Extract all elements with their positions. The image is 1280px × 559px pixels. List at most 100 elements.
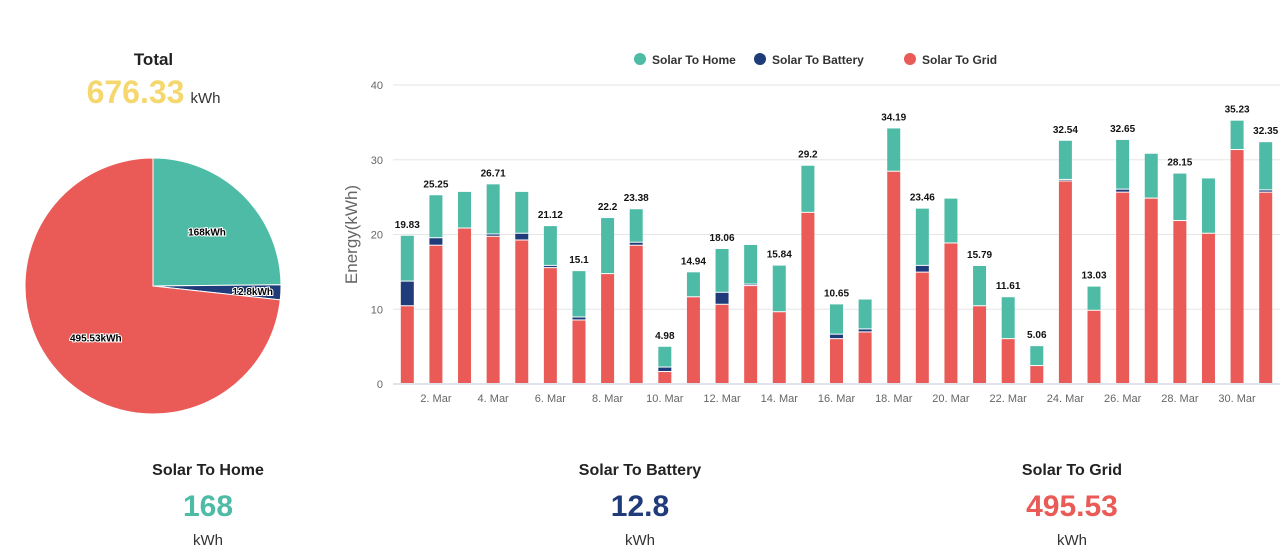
legend-label: Solar To Battery (772, 53, 864, 67)
bar-solar-to-grid-28-mar[interactable] (1173, 221, 1187, 383)
bar-solar-to-battery-6-mar[interactable] (543, 265, 557, 268)
bar-solar-to-home-17-mar[interactable] (858, 299, 872, 329)
bar-solar-to-grid-11-mar[interactable] (686, 297, 700, 383)
bar-total-label: 34.19 (881, 112, 906, 123)
pie-slice-solar-to-home[interactable] (152, 157, 282, 287)
bar-solar-to-battery-5-mar[interactable] (515, 233, 529, 240)
bar-total-label: 28.15 (1167, 158, 1192, 169)
legend-item-solar-to-home[interactable]: Solar To Home (634, 53, 736, 67)
bar-solar-to-home-25-mar[interactable] (1087, 286, 1101, 310)
bar-solar-to-home-18-mar[interactable] (887, 128, 901, 171)
bar-solar-to-home-2-mar[interactable] (429, 195, 443, 238)
bar-solar-to-grid-29-mar[interactable] (1201, 233, 1215, 383)
bar-solar-to-battery-16-mar[interactable] (830, 334, 843, 339)
bar-solar-to-grid-16-mar[interactable] (830, 339, 843, 383)
bar-solar-to-grid-14-mar[interactable] (772, 312, 786, 383)
bar-solar-to-grid-4-mar[interactable] (486, 236, 500, 383)
bar-solar-to-home-21-mar[interactable] (973, 265, 987, 306)
bar-total-label: 15.79 (967, 250, 992, 261)
bar-solar-to-home-12-mar[interactable] (715, 249, 729, 292)
bar-solar-to-home-19-mar[interactable] (915, 208, 929, 265)
bar-solar-to-home-5-mar[interactable] (515, 191, 529, 233)
bar-solar-to-home-14-mar[interactable] (772, 265, 786, 312)
bar-solar-to-grid-2-mar[interactable] (429, 245, 443, 383)
bar-solar-to-home-30-mar[interactable] (1230, 120, 1244, 150)
total-value: 676.33 (86, 74, 185, 110)
bar-solar-to-home-3-mar[interactable] (458, 191, 472, 228)
bar-solar-to-home-26-mar[interactable] (1116, 139, 1130, 189)
bar-solar-to-grid-18-mar[interactable] (887, 171, 901, 383)
x-tick-label: 10. Mar (646, 393, 684, 405)
bar-solar-to-home-11-mar[interactable] (686, 272, 700, 297)
bar-solar-to-home-28-mar[interactable] (1173, 173, 1187, 221)
stat-value: 495.53 (1026, 490, 1118, 523)
x-tick-label: 24. Mar (1047, 393, 1085, 405)
bar-solar-to-grid-1-mar[interactable] (400, 306, 414, 383)
bar-solar-to-battery-4-mar[interactable] (486, 234, 500, 236)
legend-dot (904, 53, 916, 65)
bar-solar-to-home-7-mar[interactable] (572, 271, 586, 317)
bar-solar-to-battery-17-mar[interactable] (858, 329, 872, 332)
y-tick-label: 0 (377, 379, 383, 391)
bar-solar-to-home-4-mar[interactable] (486, 184, 500, 234)
bar-solar-to-grid-31-mar[interactable] (1259, 192, 1273, 383)
pie-data-label: 168kWh (188, 227, 226, 238)
bar-solar-to-grid-5-mar[interactable] (515, 240, 529, 383)
bar-solar-to-home-20-mar[interactable] (944, 198, 958, 243)
bar-solar-to-grid-21-mar[interactable] (973, 306, 987, 383)
bar-solar-to-grid-26-mar[interactable] (1116, 192, 1130, 383)
bar-total-label: 14.94 (681, 256, 706, 267)
legend-item-solar-to-grid[interactable]: Solar To Grid (904, 53, 997, 67)
bar-solar-to-home-23-mar[interactable] (1030, 346, 1044, 366)
bar-solar-to-home-16-mar[interactable] (830, 304, 843, 334)
bar-solar-to-battery-12-mar[interactable] (715, 292, 729, 304)
bar-solar-to-grid-12-mar[interactable] (715, 304, 729, 383)
bar-solar-to-grid-6-mar[interactable] (543, 268, 557, 383)
bar-solar-to-home-15-mar[interactable] (801, 165, 815, 212)
bar-solar-to-battery-7-mar[interactable] (572, 317, 586, 320)
bar-total-label: 15.84 (767, 250, 792, 261)
bar-solar-to-battery-10-mar[interactable] (658, 367, 672, 372)
bar-solar-to-grid-24-mar[interactable] (1058, 181, 1072, 383)
bar-solar-to-grid-23-mar[interactable] (1030, 366, 1044, 383)
bar-solar-to-home-27-mar[interactable] (1144, 153, 1158, 198)
x-tick-label: 12. Mar (703, 393, 741, 405)
bar-solar-to-battery-2-mar[interactable] (429, 238, 443, 245)
bar-solar-to-grid-13-mar[interactable] (744, 286, 758, 383)
bar-solar-to-battery-31-mar[interactable] (1259, 190, 1273, 192)
pie-slice-solar-to-grid[interactable] (24, 157, 281, 415)
bar-solar-to-grid-7-mar[interactable] (572, 320, 586, 383)
bar-solar-to-grid-22-mar[interactable] (1001, 339, 1015, 383)
bar-solar-to-grid-8-mar[interactable] (601, 274, 615, 383)
bar-solar-to-home-1-mar[interactable] (400, 235, 414, 281)
bar-solar-to-grid-17-mar[interactable] (858, 332, 872, 383)
total-title: Total (133, 50, 174, 69)
bar-solar-to-home-24-mar[interactable] (1058, 140, 1072, 179)
bar-solar-to-home-6-mar[interactable] (543, 226, 557, 265)
bar-solar-to-battery-19-mar[interactable] (915, 265, 929, 272)
legend-item-solar-to-battery[interactable]: Solar To Battery (754, 53, 864, 67)
bar-solar-to-grid-27-mar[interactable] (1144, 198, 1158, 383)
bar-solar-to-home-9-mar[interactable] (629, 209, 643, 242)
bar-solar-to-grid-15-mar[interactable] (801, 212, 815, 383)
stat-solar-to-home: Solar To Home 168 kWh (78, 462, 338, 549)
bar-solar-to-home-13-mar[interactable] (744, 244, 758, 284)
bar-solar-to-home-22-mar[interactable] (1001, 297, 1015, 339)
bar-solar-to-battery-9-mar[interactable] (629, 242, 643, 245)
bar-solar-to-grid-20-mar[interactable] (944, 243, 958, 383)
bar-solar-to-grid-25-mar[interactable] (1087, 310, 1101, 383)
bar-solar-to-home-8-mar[interactable] (601, 218, 615, 274)
total-unit: kWh (190, 90, 221, 107)
bar-solar-to-grid-3-mar[interactable] (458, 228, 472, 383)
bar-solar-to-home-29-mar[interactable] (1201, 178, 1215, 233)
bar-solar-to-grid-19-mar[interactable] (915, 272, 929, 383)
bar-solar-to-grid-10-mar[interactable] (658, 372, 672, 383)
stat-label: Solar To Home (152, 462, 264, 479)
bar-solar-to-home-31-mar[interactable] (1259, 142, 1273, 190)
bar-solar-to-battery-26-mar[interactable] (1116, 189, 1130, 192)
bar-solar-to-grid-30-mar[interactable] (1230, 150, 1244, 383)
bar-solar-to-grid-9-mar[interactable] (629, 245, 643, 383)
bar-solar-to-battery-1-mar[interactable] (400, 281, 414, 306)
bar-solar-to-home-10-mar[interactable] (658, 346, 672, 367)
